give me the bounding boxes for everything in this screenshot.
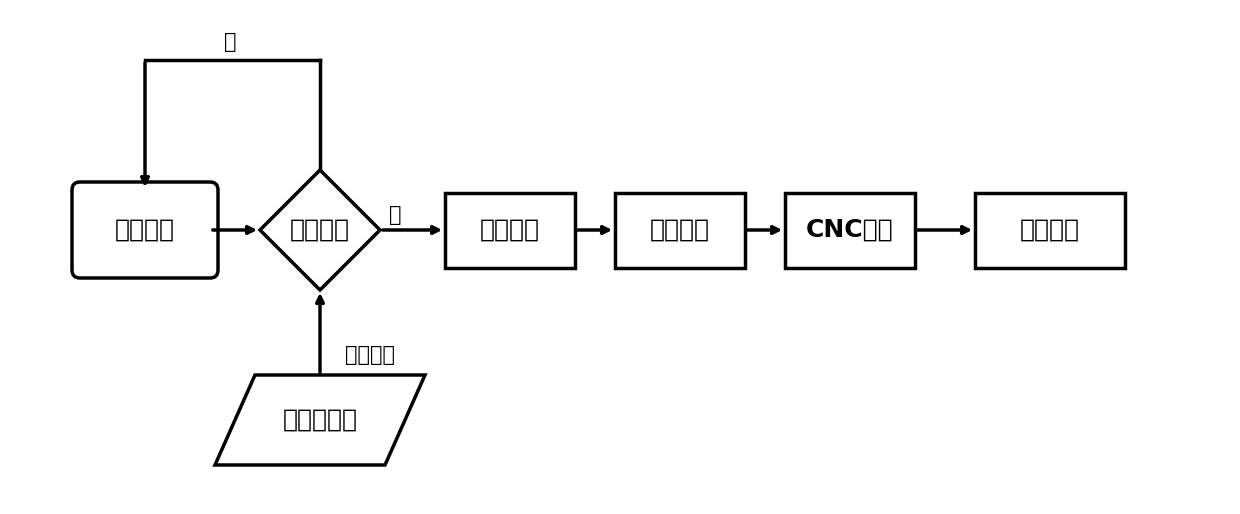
Text: 三维设计: 三维设计 (115, 218, 175, 242)
Polygon shape (215, 375, 425, 465)
Text: 折弯标准库: 折弯标准库 (283, 408, 357, 432)
Polygon shape (260, 170, 379, 290)
Text: 三维下发: 三维下发 (650, 218, 711, 242)
Text: 折弯加工: 折弯加工 (1021, 218, 1080, 242)
Bar (785, 193, 915, 267)
Text: 是: 是 (389, 205, 402, 225)
Text: 否: 否 (223, 32, 237, 52)
Text: 刀具匹配: 刀具匹配 (290, 218, 350, 242)
FancyBboxPatch shape (72, 182, 218, 278)
Bar (975, 193, 1125, 267)
Text: 签审流程: 签审流程 (480, 218, 539, 242)
Bar (445, 193, 575, 267)
Text: 后台分析: 后台分析 (345, 345, 396, 365)
Text: CNC程序: CNC程序 (806, 218, 894, 242)
Bar (615, 193, 745, 267)
